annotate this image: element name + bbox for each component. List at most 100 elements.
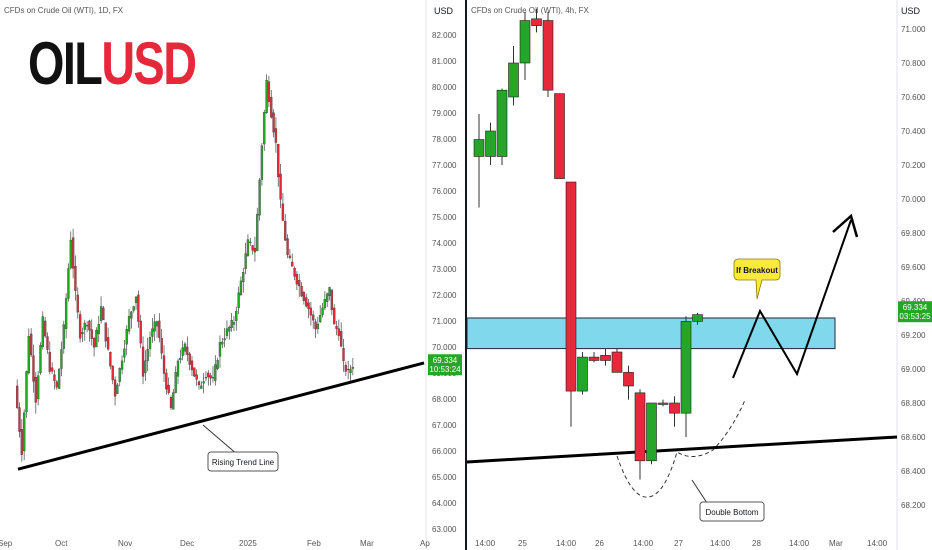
- daily-candle: [272, 112, 275, 133]
- y-tick-label: 72.000: [432, 291, 457, 300]
- h4-price-tag-value: 69.334: [903, 303, 928, 312]
- daily-candle: [167, 384, 170, 393]
- y-tick-label: 76.000: [432, 187, 457, 196]
- daily-candle: [279, 173, 282, 200]
- daily-candle: [165, 372, 168, 390]
- daily-candle: [85, 325, 89, 327]
- daily-candle: [109, 351, 112, 367]
- daily-candle: [288, 255, 292, 259]
- daily-candle: [218, 342, 222, 357]
- double-bottom-label-box: [699, 501, 765, 522]
- daily-candle: [123, 348, 126, 358]
- daily-candle: [32, 355, 35, 382]
- y-tick-label: 70.200: [901, 161, 926, 170]
- x-tick-label: Mar: [360, 539, 374, 548]
- daily-candle: [144, 360, 147, 374]
- y-tick-label: 73.000: [432, 265, 457, 274]
- y-tick-label: 69.200: [901, 331, 926, 340]
- daily-candle: [134, 296, 138, 303]
- daily-candle: [99, 306, 103, 322]
- daily-candle: [106, 337, 110, 350]
- daily-candle: [158, 320, 161, 338]
- x-tick-label: 26: [595, 539, 604, 548]
- daily-candle: [337, 328, 340, 336]
- daily-candle: [298, 280, 301, 287]
- daily-candle: [18, 407, 21, 432]
- daily-candle: [293, 267, 296, 277]
- h4-candle: [554, 93, 565, 179]
- daily-candle: [34, 377, 37, 403]
- x-tick-label: 25: [518, 539, 527, 548]
- daily-candle: [113, 379, 117, 397]
- daily-candle: [95, 330, 98, 348]
- daily-candle: [258, 179, 261, 216]
- x-tick-label: 14:00: [710, 539, 731, 548]
- daily-candle: [27, 336, 30, 374]
- daily-candle: [90, 329, 93, 339]
- x-tick-label: 27: [674, 539, 683, 548]
- daily-candle: [281, 203, 285, 221]
- daily-candle: [330, 289, 334, 311]
- daily-candle: [153, 321, 156, 332]
- daily-candle: [120, 360, 124, 370]
- daily-candle: [81, 332, 84, 335]
- y-tick-label: 64.000: [432, 499, 457, 508]
- daily-candle: [181, 347, 184, 356]
- daily-candle: [305, 297, 308, 307]
- h4-candle: [565, 181, 577, 392]
- daily-candle: [155, 321, 159, 327]
- daily-candle: [316, 323, 320, 329]
- y-tick-label: 71.000: [432, 317, 457, 326]
- x-tick-label: 28: [752, 539, 761, 548]
- h4-candle: [680, 321, 692, 414]
- daily-candle: [221, 341, 224, 345]
- daily-candle: [176, 360, 180, 377]
- y-tick-label: 79.000: [432, 109, 457, 118]
- daily-candle: [48, 351, 51, 372]
- daily-candle: [74, 266, 77, 291]
- daily-candle: [53, 374, 56, 381]
- daily-candle: [246, 239, 250, 257]
- daily-price-tag-timer: 10:53:24: [429, 365, 461, 374]
- pane-divider[interactable]: [465, 0, 467, 550]
- daily-candle: [50, 367, 54, 372]
- y-tick-label: 80.000: [432, 83, 457, 92]
- daily-candle: [174, 372, 177, 394]
- h4-chart-pane[interactable]: CFDs on Crude Oil (WTI), 4h, FX USD 71.0…: [467, 0, 932, 550]
- daily-candle: [319, 315, 322, 322]
- x-tick-label: Ap: [420, 539, 430, 548]
- daily-chart-pane[interactable]: OILUSD CFDs on Crude Oil (WTI), 1D, FX U…: [0, 0, 466, 550]
- daily-candle: [333, 307, 336, 325]
- double-bottom-curve: [616, 399, 746, 498]
- daily-chart-title: CFDs on Crude Oil (WTI), 1D, FX: [4, 6, 124, 15]
- y-tick-label: 68.400: [901, 467, 926, 476]
- daily-candle: [116, 384, 119, 394]
- trend-label-pointer: [202, 424, 239, 456]
- daily-candle: [36, 375, 40, 400]
- daily-candle: [340, 331, 343, 347]
- y-tick-label: 81.000: [432, 57, 457, 66]
- daily-candle: [83, 322, 86, 330]
- daily-candle: [307, 302, 310, 309]
- daily-candle: [172, 392, 175, 410]
- daily-candle: [43, 320, 47, 337]
- daily-candle: [197, 381, 201, 386]
- daily-candle: [20, 429, 23, 455]
- daily-candle: [88, 320, 91, 331]
- daily-candle: [127, 316, 131, 332]
- daily-candle: [41, 316, 44, 348]
- h4-candle: [634, 392, 646, 462]
- daily-candle: [104, 322, 107, 342]
- daily-candle: [228, 326, 231, 332]
- h4-price-tag: [898, 301, 932, 323]
- y-tick-label: 67.000: [432, 421, 457, 430]
- daily-candle: [302, 292, 306, 301]
- y-tick-label: 69.000: [901, 365, 926, 374]
- daily-candle: [130, 311, 133, 319]
- x-tick-label: Dec: [180, 539, 194, 548]
- y-tick-label: 77.000: [432, 161, 457, 170]
- y-tick-label: 63.000: [432, 525, 457, 534]
- projection-arrowhead: [832, 213, 859, 238]
- daily-candle: [326, 293, 329, 302]
- y-tick-label: 68.000: [432, 395, 457, 404]
